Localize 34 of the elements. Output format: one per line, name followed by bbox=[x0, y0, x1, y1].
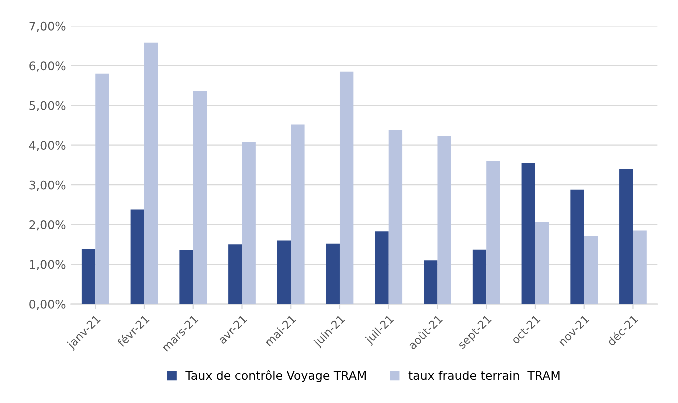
bar bbox=[620, 169, 634, 304]
bar bbox=[570, 190, 584, 304]
bar bbox=[388, 130, 403, 304]
bar bbox=[633, 230, 647, 304]
y-tick-label: 3,00% bbox=[30, 180, 66, 191]
y-tick-label: 1,00% bbox=[30, 260, 66, 270]
y-tick-label: 2,00% bbox=[30, 220, 66, 231]
bar bbox=[472, 250, 487, 304]
y-tick-label: 4,00% bbox=[29, 141, 66, 152]
bar bbox=[522, 163, 536, 304]
bar bbox=[180, 250, 194, 304]
bar bbox=[424, 260, 438, 304]
bar bbox=[438, 136, 452, 304]
legend-label: Taux de contrôle Voyage TRAM bbox=[186, 370, 366, 382]
bar bbox=[535, 222, 550, 304]
bar bbox=[291, 124, 305, 304]
y-tick-label: 0,00% bbox=[30, 300, 66, 310]
y-tick-label: 7,00% bbox=[30, 22, 66, 32]
bar bbox=[242, 142, 256, 304]
bar bbox=[584, 236, 598, 304]
bar bbox=[144, 42, 158, 304]
bar bbox=[486, 161, 500, 304]
y-tick-label: 6,00% bbox=[30, 62, 66, 72]
legend-label: taux fraude terrain TRAM bbox=[408, 370, 560, 380]
bar bbox=[96, 74, 110, 304]
bar bbox=[130, 210, 144, 304]
bar bbox=[82, 249, 96, 304]
bar bbox=[277, 240, 292, 304]
bar bbox=[326, 244, 340, 304]
bar bbox=[228, 244, 242, 304]
bar bbox=[375, 232, 389, 304]
y-tick-label: 5,00% bbox=[30, 101, 66, 112]
bar bbox=[193, 91, 208, 304]
bar bbox=[340, 72, 354, 304]
